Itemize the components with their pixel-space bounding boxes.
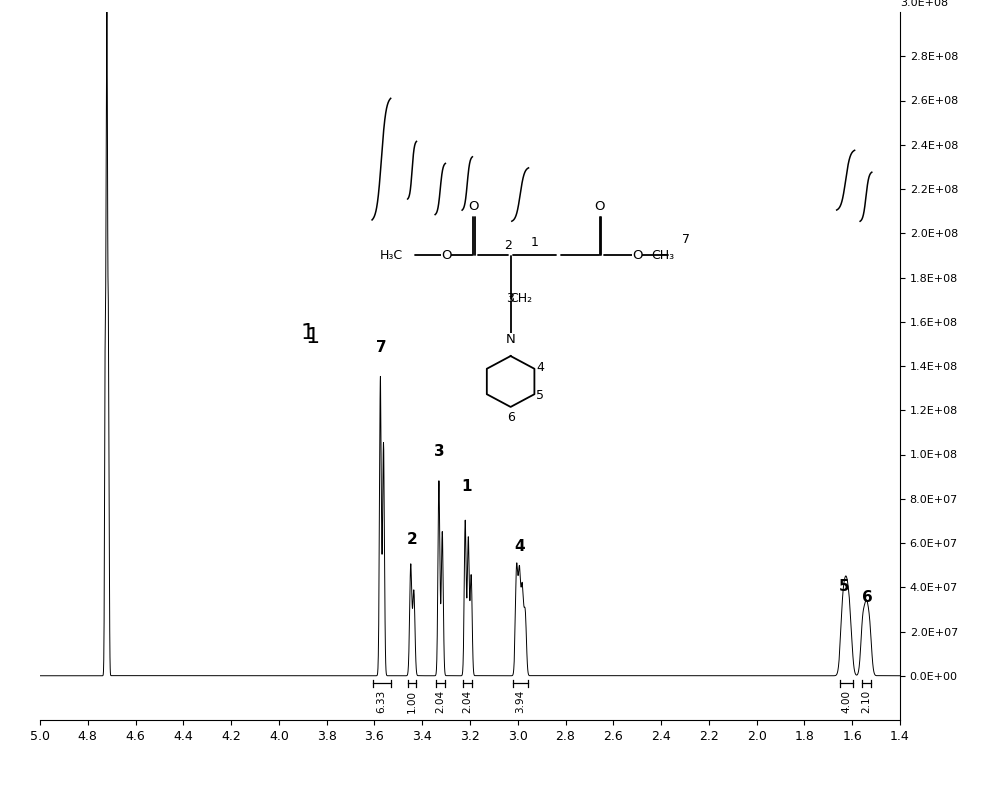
Text: N: N xyxy=(506,333,515,346)
Text: 2.04: 2.04 xyxy=(463,690,473,714)
Text: 5: 5 xyxy=(839,579,849,594)
Text: CH₂: CH₂ xyxy=(509,292,533,305)
Text: 2: 2 xyxy=(504,239,512,252)
Text: 3: 3 xyxy=(434,444,445,459)
Text: 6: 6 xyxy=(507,411,515,424)
Text: 4: 4 xyxy=(514,539,525,554)
Text: 6: 6 xyxy=(862,590,872,605)
Text: 2: 2 xyxy=(407,533,418,547)
Text: O: O xyxy=(468,200,478,214)
Text: O: O xyxy=(632,249,642,262)
Text: 3.94: 3.94 xyxy=(516,690,526,714)
Text: H₃C: H₃C xyxy=(380,249,403,262)
Text: 1.00: 1.00 xyxy=(407,690,417,713)
Text: 4.00: 4.00 xyxy=(841,690,851,713)
Text: 3.0E+08: 3.0E+08 xyxy=(900,0,948,9)
Text: 7: 7 xyxy=(682,233,690,246)
Text: 1: 1 xyxy=(531,236,538,249)
Text: 1: 1 xyxy=(305,327,319,347)
Text: CH₃: CH₃ xyxy=(651,249,674,262)
Text: 3: 3 xyxy=(506,292,514,305)
Text: 7: 7 xyxy=(376,340,386,355)
Text: 5: 5 xyxy=(536,389,544,402)
Text: 1: 1 xyxy=(300,323,315,343)
Text: O: O xyxy=(594,200,605,214)
Text: 6.33: 6.33 xyxy=(377,690,387,714)
Text: 1: 1 xyxy=(461,479,472,494)
Text: 4: 4 xyxy=(536,361,544,374)
Text: O: O xyxy=(441,249,451,262)
Text: 2.04: 2.04 xyxy=(436,690,446,714)
Text: 2.10: 2.10 xyxy=(861,690,871,714)
